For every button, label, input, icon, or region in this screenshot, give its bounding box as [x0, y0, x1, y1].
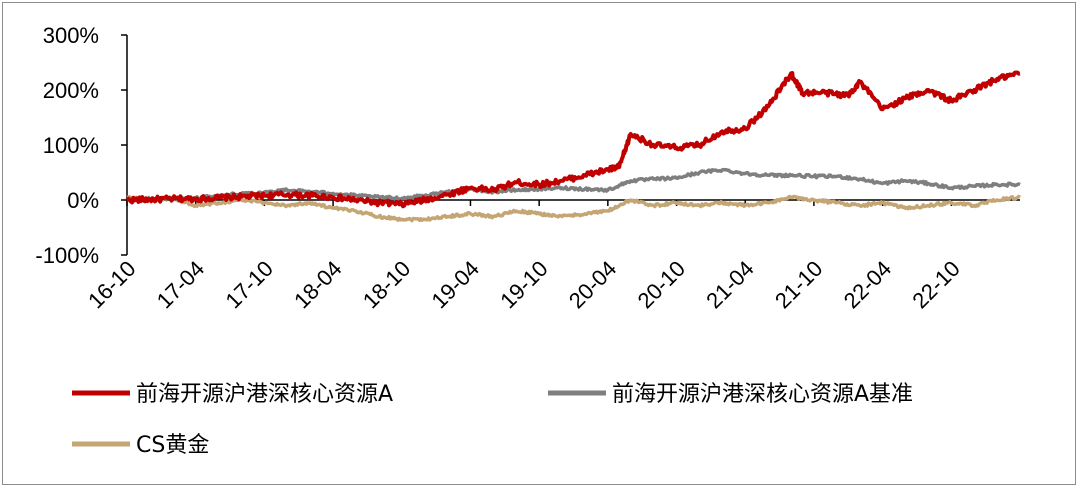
x-tick-label: 22-10 [907, 256, 964, 313]
axes [126, 35, 1020, 255]
x-tick-label: 18-10 [358, 256, 415, 313]
y-tick-label: 100% [43, 133, 99, 158]
x-tick-label: 21-04 [701, 256, 758, 313]
x-tick-label: 18-04 [289, 256, 346, 313]
x-tick-label: 20-10 [633, 256, 690, 313]
x-tick-label: 20-04 [564, 256, 621, 313]
y-axis-ticks: -100% 0% 100% 200% 300% [35, 23, 127, 268]
y-tick-label: 0% [67, 188, 99, 213]
series-line-1 [125, 70, 1021, 209]
legend-label-series-1: 前海开源沪港深核心资源A [136, 382, 393, 407]
y-tick-label: 300% [43, 23, 99, 48]
legend-label-series-2: 前海开源沪港深核心资源A基准 [612, 382, 913, 407]
x-tick-label: 22-04 [839, 256, 896, 313]
x-tick-label: 21-10 [770, 256, 827, 313]
legend-label-series-3: CS黄金 [136, 433, 209, 458]
x-tick-label: 19-04 [427, 256, 484, 313]
legend: 前海开源沪港深核心资源A 前海开源沪港深核心资源A基准 CS黄金 [72, 382, 913, 458]
y-tick-label: -100% [35, 243, 99, 268]
series-line-3 [126, 194, 1021, 223]
x-axis-ticks: 16-10 17-04 17-10 18-04 18-10 19-04 19-10 20-04… [83, 200, 965, 313]
x-tick-label: 17-10 [220, 256, 277, 313]
x-tick-label: 19-10 [495, 256, 552, 313]
series-layer [125, 70, 1021, 223]
x-tick-label: 17-04 [152, 256, 209, 313]
y-tick-label: 200% [43, 78, 99, 103]
